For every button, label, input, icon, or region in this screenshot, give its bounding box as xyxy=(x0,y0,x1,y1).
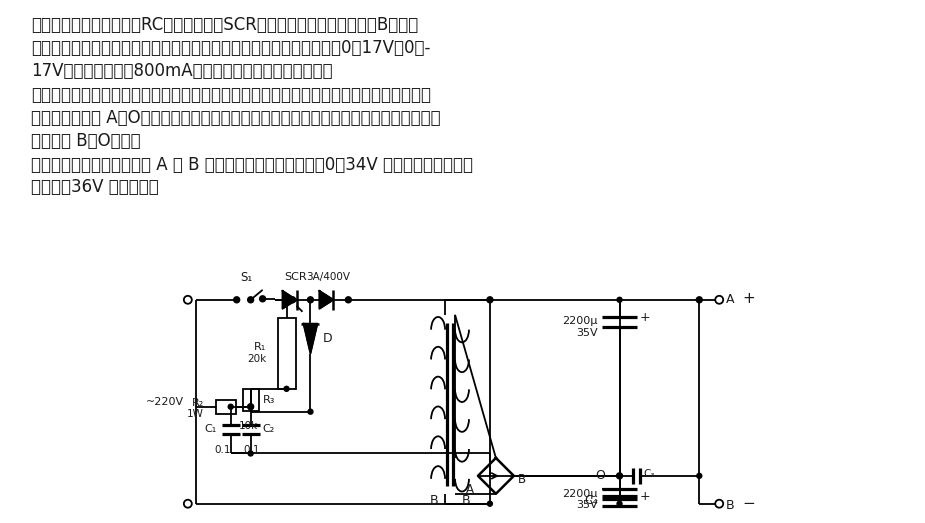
Text: C₁: C₁ xyxy=(204,424,216,434)
Text: 0.1: 0.1 xyxy=(243,445,260,454)
Circle shape xyxy=(307,297,314,303)
Text: ~220V: ~220V xyxy=(146,397,184,407)
Circle shape xyxy=(308,409,313,414)
Text: 35V: 35V xyxy=(576,327,598,338)
Text: A: A xyxy=(466,483,474,496)
Text: 工作原理很简单：变压器带中心抄头，抄头绕组与共阴极的两个二极管构成正向输出的: 工作原理很简单：变压器带中心抄头，抄头绕组与共阴极的两个二极管构成正向输出的 xyxy=(31,86,431,104)
Text: 10k: 10k xyxy=(239,420,258,430)
Text: S₁: S₁ xyxy=(240,271,253,284)
Circle shape xyxy=(697,297,702,303)
Circle shape xyxy=(248,404,253,410)
Text: SCR: SCR xyxy=(284,272,307,282)
Text: +: + xyxy=(639,311,650,324)
Text: 全波整流电路从 A、O输出；抄头绕组同时也与共阳极的两个二极管构成负向输出的全波整: 全波整流电路从 A、O输出；抄头绕组同时也与共阳极的两个二极管构成负向输出的全波… xyxy=(31,109,441,127)
Text: C₃: C₃ xyxy=(644,469,655,479)
Circle shape xyxy=(284,386,289,391)
Polygon shape xyxy=(282,291,297,309)
FancyBboxPatch shape xyxy=(278,317,295,389)
Text: R₁: R₁ xyxy=(254,342,266,353)
Circle shape xyxy=(248,297,253,303)
Text: D: D xyxy=(323,332,332,345)
Circle shape xyxy=(617,501,622,506)
Circle shape xyxy=(345,297,352,303)
Circle shape xyxy=(697,473,702,479)
Text: B: B xyxy=(518,473,526,486)
Text: R₂: R₂ xyxy=(191,398,204,408)
Circle shape xyxy=(290,297,295,303)
Text: 0.1: 0.1 xyxy=(215,445,231,454)
Circle shape xyxy=(487,297,493,303)
FancyBboxPatch shape xyxy=(242,389,259,411)
Text: 20k: 20k xyxy=(247,354,266,364)
Text: 另外，如果把负载接于 A 与 B 之间，还可使负载两端得到0～34V 连续可调电压，变压: 另外，如果把负载接于 A 与 B 之间，还可使负载两端得到0～34V 连续可调电… xyxy=(31,155,474,174)
Text: B: B xyxy=(462,494,470,507)
Text: −: − xyxy=(742,496,755,511)
Text: 17V，最大输出电流800mA。选取不同元件可得不同输出。: 17V，最大输出电流800mA。选取不同元件可得不同输出。 xyxy=(31,62,333,80)
Circle shape xyxy=(248,451,253,456)
Text: 圈的电流，从而获得连续可调的两路直流电源。本电路直流输出电压为0～17V及0～-: 圈的电流，从而获得连续可调的两路直流电源。本电路直流输出电压为0～17V及0～- xyxy=(31,39,431,57)
Text: R₃: R₃ xyxy=(263,395,275,405)
Circle shape xyxy=(234,297,240,303)
Text: 3A/400V: 3A/400V xyxy=(306,272,351,282)
Circle shape xyxy=(228,404,233,409)
Circle shape xyxy=(260,296,265,302)
Text: 2200µ: 2200µ xyxy=(562,316,598,326)
Text: +: + xyxy=(742,291,755,306)
Circle shape xyxy=(617,473,623,479)
Text: C₄: C₄ xyxy=(584,494,598,507)
Polygon shape xyxy=(319,291,333,309)
Text: 35V: 35V xyxy=(576,499,598,510)
Text: 器次级为36V 交流输出。: 器次级为36V 交流输出。 xyxy=(31,178,159,197)
Circle shape xyxy=(617,297,622,302)
Text: 流电路从 B、O输出。: 流电路从 B、O输出。 xyxy=(31,132,141,150)
Text: B: B xyxy=(430,494,438,507)
Text: O: O xyxy=(596,469,606,482)
Text: A: A xyxy=(726,293,734,306)
Circle shape xyxy=(487,501,492,506)
Text: +: + xyxy=(639,490,650,503)
Polygon shape xyxy=(303,324,317,354)
Text: C₂: C₂ xyxy=(263,424,275,434)
Text: 图　　　所示电路，利用RC移相网灶控制SCR的导通角来改变功率变压器B初级线: 图 所示电路，利用RC移相网灶控制SCR的导通角来改变功率变压器B初级线 xyxy=(31,16,418,35)
Circle shape xyxy=(248,404,253,409)
FancyBboxPatch shape xyxy=(216,400,236,414)
Circle shape xyxy=(284,297,290,303)
Text: 2200µ: 2200µ xyxy=(562,489,598,499)
Text: B: B xyxy=(726,499,734,512)
Text: 1W: 1W xyxy=(187,408,204,419)
